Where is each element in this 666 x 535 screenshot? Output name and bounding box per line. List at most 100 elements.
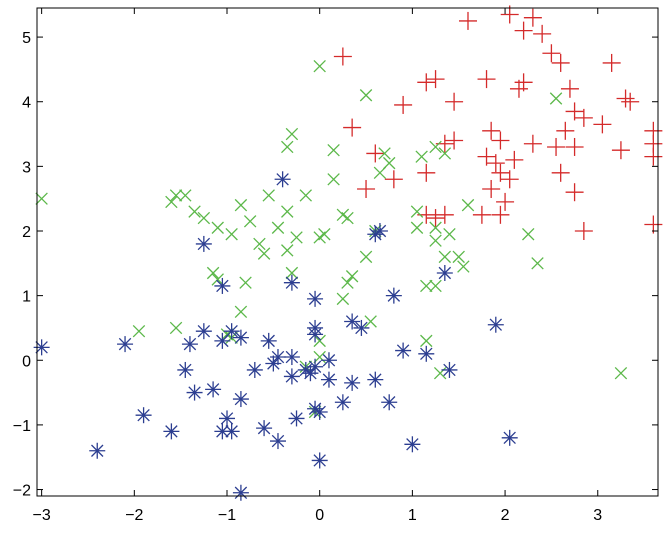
data-point-plus-0-53 <box>574 221 593 240</box>
data-point-asterisk-2-50 <box>256 420 273 437</box>
data-point-x-1-55 <box>420 279 433 293</box>
data-point-asterisk-2-45 <box>307 400 324 417</box>
data-point-x-1-68 <box>614 366 628 380</box>
data-point-plus-0-7 <box>551 53 570 72</box>
data-point-asterisk-2-18 <box>181 336 198 353</box>
data-point-x-1-64 <box>420 334 433 348</box>
data-point-plus-0-43 <box>500 170 519 189</box>
data-point-asterisk-2-2 <box>371 222 388 239</box>
data-point-x-1-15 <box>179 189 192 202</box>
data-point-asterisk-2-57 <box>232 484 249 501</box>
data-point-plus-0-52 <box>491 205 510 224</box>
data-point-plus-0-10 <box>477 70 496 89</box>
data-point-x-1-14 <box>169 189 183 202</box>
data-point-plus-0-16 <box>621 92 640 111</box>
data-point-plus-0-50 <box>435 205 454 224</box>
data-point-plus-0-35 <box>366 144 385 163</box>
data-point-x-1-53 <box>341 276 354 289</box>
data-point-plus-0-22 <box>593 115 612 134</box>
data-point-asterisk-2-10 <box>344 313 361 330</box>
data-point-x-1-48 <box>285 266 299 280</box>
data-point-x-1-52 <box>239 276 252 289</box>
data-point-plus-0-41 <box>417 163 436 182</box>
y-tick-label: 5 <box>22 30 31 47</box>
y-tick-label: 0 <box>22 353 31 370</box>
data-point-x-1-13 <box>327 173 340 186</box>
data-point-asterisk-2-14 <box>195 323 212 340</box>
data-point-x-1-8 <box>378 147 391 160</box>
data-point-asterisk-2-25 <box>283 349 300 366</box>
x-tick-label: −3 <box>33 507 51 524</box>
data-point-asterisk-2-6 <box>214 277 231 294</box>
data-point-asterisk-2-56 <box>311 452 328 469</box>
x-tick-label: 2 <box>501 507 510 524</box>
data-point-asterisk-2-44 <box>288 410 305 427</box>
y-axis: −2 −1 0 1 2 3 4 5 <box>13 30 658 500</box>
x-tick-label: 0 <box>315 507 324 524</box>
data-point-plus-0-2 <box>523 8 542 27</box>
data-point-asterisk-2-5 <box>283 274 300 291</box>
data-point-asterisk-2-47 <box>135 407 152 424</box>
data-point-x-1-45 <box>452 250 465 264</box>
data-point-asterisk-2-51 <box>163 423 180 440</box>
data-point-x-1-2 <box>359 89 373 102</box>
data-point-plus-0-19 <box>565 102 584 121</box>
data-point-asterisk-2-17 <box>232 329 249 346</box>
data-point-plus-0-3 <box>514 21 533 40</box>
data-point-x-1-16 <box>262 189 275 202</box>
data-point-plus-0-5 <box>333 47 352 66</box>
data-point-asterisk-2-33 <box>283 368 300 385</box>
data-point-x-1-41 <box>257 247 271 260</box>
data-point-x-1-42 <box>281 244 294 257</box>
data-point-x-1-3 <box>549 92 563 105</box>
data-point-asterisk-2-30 <box>302 365 319 382</box>
data-point-asterisk-2-55 <box>89 442 106 459</box>
data-point-plus-0-6 <box>542 44 561 63</box>
data-point-asterisk-2-43 <box>219 410 236 427</box>
data-point-x-1-57 <box>234 305 248 319</box>
data-point-x-1-38 <box>410 221 424 234</box>
data-point-plus-0-12 <box>509 79 528 98</box>
data-point-asterisk-2-46 <box>311 403 328 420</box>
data-point-asterisk-2-32 <box>177 361 194 378</box>
data-point-x-1-54 <box>429 279 442 293</box>
data-point-asterisk-2-4 <box>436 265 453 282</box>
data-point-plus-0-14 <box>602 53 621 72</box>
data-point-asterisk-2-54 <box>404 436 421 453</box>
x-tick-label: 1 <box>408 507 417 524</box>
y-tick-label: −1 <box>13 418 31 435</box>
data-point-plus-0-44 <box>482 179 501 198</box>
data-point-plus-0-38 <box>505 150 524 169</box>
data-point-plus-0-34 <box>644 147 663 166</box>
data-point-x-1-20 <box>188 205 201 218</box>
data-point-plus-0-20 <box>574 108 593 127</box>
data-point-asterisk-2-36 <box>367 371 384 388</box>
data-point-x-1-17 <box>299 189 313 202</box>
data-point-asterisk-2-8 <box>385 287 402 304</box>
data-point-asterisk-2-31 <box>297 361 314 378</box>
data-point-x-1-28 <box>211 221 224 234</box>
data-point-asterisk-2-21 <box>33 339 50 356</box>
data-point-asterisk-2-39 <box>186 384 203 401</box>
data-point-plus-0-49 <box>426 209 445 228</box>
data-point-plus-0-8 <box>417 73 436 92</box>
y-tick-label: 4 <box>22 95 31 112</box>
data-point-x-1-4 <box>429 140 442 154</box>
data-point-x-1-0 <box>35 192 48 205</box>
data-point-plus-0-4 <box>533 24 552 43</box>
data-point-plus-0-17 <box>394 95 413 114</box>
data-point-plus-0-42 <box>384 170 403 189</box>
data-point-asterisk-2-3 <box>195 235 212 252</box>
x-tick-label: −1 <box>218 507 236 524</box>
data-point-x-1-21 <box>197 211 211 225</box>
data-point-x-1-10 <box>438 147 452 160</box>
data-point-plus-0-45 <box>357 179 376 198</box>
data-point-x-1-60 <box>132 324 146 338</box>
data-point-x-1-43 <box>359 250 373 264</box>
data-point-x-1-22 <box>243 215 257 228</box>
x-tick-label: 3 <box>593 507 602 524</box>
data-point-asterisk-2-0 <box>274 171 291 188</box>
data-point-asterisk-2-13 <box>307 326 324 343</box>
data-point-plus-0-36 <box>477 147 496 166</box>
